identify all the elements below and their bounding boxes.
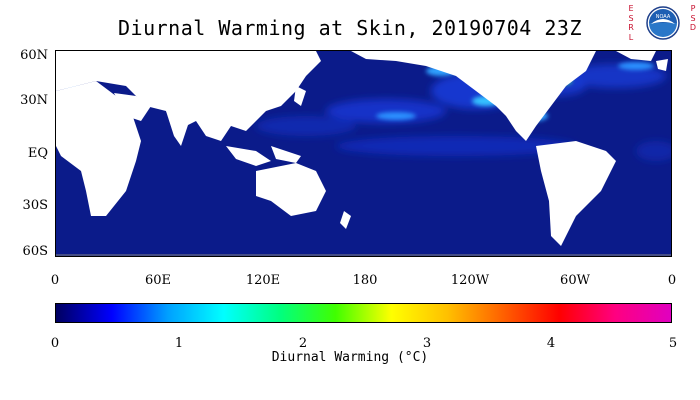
japan-land (294, 86, 306, 106)
chart-title: Diurnal Warming at Skin, 20190704 23Z (117, 16, 583, 40)
colorbar (55, 303, 672, 323)
arabia-land (114, 93, 151, 121)
esrl-letter: S (628, 13, 634, 23)
lon-label-0: 0 (50, 273, 60, 288)
lon-label-60e: 60E (144, 273, 172, 288)
india-land (166, 111, 191, 146)
north-america-land (351, 51, 596, 141)
lon-label-180: 180 (352, 273, 378, 288)
colorbar-tick-0: 0 (50, 336, 60, 351)
south-america-land (536, 141, 616, 246)
psd-letter: S (690, 13, 696, 23)
lat-label-eq: EQ (27, 146, 48, 161)
colorbar-tick-5: 5 (668, 336, 678, 351)
lat-label-30n: 30N (20, 93, 48, 108)
colorbar-tick-4: 4 (546, 336, 556, 351)
noaa-logo-icon: NOAA (646, 6, 680, 40)
australia-land (256, 163, 326, 216)
esrl-letter: R (628, 23, 634, 32)
esrl-letter: E (628, 4, 634, 13)
esrl-letter: L (628, 32, 634, 42)
africa-land (56, 81, 141, 216)
greenland-land (616, 51, 656, 61)
psd-letter: P (690, 4, 696, 13)
colorbar-tick-3: 3 (422, 336, 432, 351)
lat-label-60n: 60N (20, 48, 48, 63)
world-map (55, 50, 672, 257)
land-masses (56, 51, 668, 246)
new-guinea-land (271, 146, 301, 163)
colorbar-label: Diurnal Warming (°C) (271, 350, 429, 365)
lon-label-60w: 60W (560, 273, 590, 288)
indonesia-land (226, 146, 271, 166)
noaa-badge-text: NOAA (656, 14, 671, 20)
lon-label-120w: 120W (450, 273, 490, 288)
new-zealand-land (340, 211, 351, 229)
colorbar-tick-2: 2 (298, 336, 308, 351)
lon-label-0-right: 0 (667, 273, 677, 288)
map-svg (56, 51, 671, 256)
lat-label-60s: 60S (22, 244, 48, 259)
psd-text: P S D (688, 4, 698, 33)
missing-data-band (56, 254, 671, 256)
eurasia-land (56, 51, 321, 141)
lat-label-30s: 30S (22, 198, 48, 213)
esrl-text: E S R L (626, 4, 636, 42)
psd-letter: D (689, 23, 697, 32)
uk-land (656, 59, 668, 71)
colorbar-tick-1: 1 (174, 336, 184, 351)
lon-label-120e: 120E (245, 273, 281, 288)
